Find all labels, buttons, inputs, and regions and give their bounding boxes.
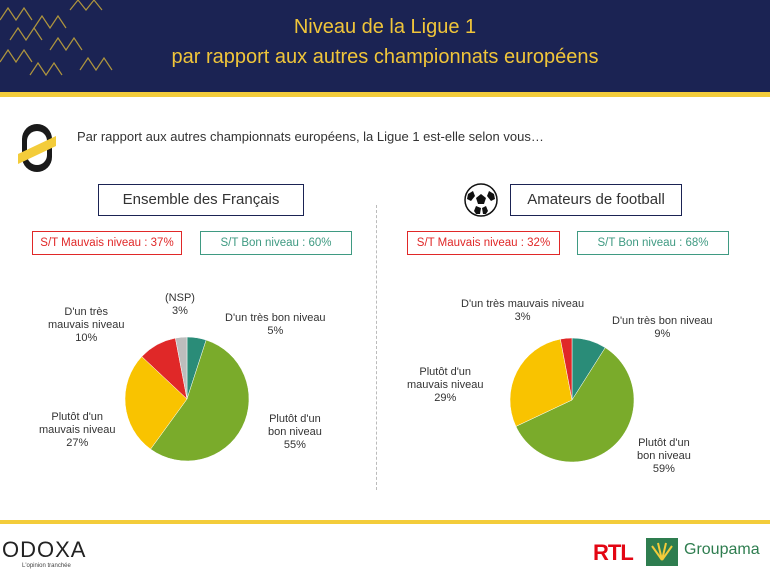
- label-value: 10%: [75, 332, 98, 344]
- label-line: mauvais niveau: [39, 424, 116, 436]
- label-value: 55%: [283, 439, 306, 451]
- panel-divider: [376, 205, 377, 490]
- label-value: 29%: [434, 392, 457, 404]
- right-panel-title: Amateurs de football: [510, 184, 682, 216]
- left-badge-good: S/T Bon niveau : 60%: [200, 231, 352, 255]
- label-line: D'un très: [64, 306, 109, 318]
- right-label-plutot-bon: Plutôt d'un bon niveau 59%: [637, 437, 691, 476]
- right-label-plutot-mauvais: Plutôt d'un mauvais niveau 29%: [407, 366, 483, 405]
- rtl-logo: RTL: [593, 540, 634, 565]
- left-pie-slice-3: [141, 337, 188, 400]
- football-icon: [464, 183, 498, 217]
- left-label-tres-bon: D'un très bon niveau 5%: [225, 312, 326, 338]
- groupama-logo: Groupama: [684, 541, 760, 558]
- survey-question: Par rapport aux autres championnats euro…: [77, 129, 544, 144]
- label-line: D'un très mauvais niveau: [461, 298, 585, 310]
- label-value: 3%: [514, 311, 531, 323]
- left-label-tres-mauvais: D'un très mauvais niveau 10%: [48, 306, 124, 345]
- pie-chart-left: [124, 336, 250, 462]
- label-line: Plutôt d'un: [51, 411, 104, 423]
- right-label-tres-mauvais: D'un très mauvais niveau 3%: [461, 298, 584, 324]
- label-line: Plutôt d'un: [419, 366, 472, 378]
- label-line: D'un très bon niveau: [612, 315, 713, 327]
- label-line: mauvais niveau: [407, 379, 484, 391]
- left-badge-bad: S/T Mauvais niveau : 37%: [32, 231, 182, 255]
- left-pie-slice-4: [175, 336, 188, 400]
- left-pie-slice-1: [150, 339, 250, 462]
- left-pie-slice-0: [186, 336, 207, 400]
- right-pie-slice-1: [515, 347, 635, 463]
- right-pie-slice-0: [571, 337, 606, 401]
- page-subtitle: par rapport aux autres championnats euro…: [171, 46, 599, 68]
- label-line: Plutôt d'un: [638, 437, 690, 449]
- right-pie-slice-3: [560, 337, 573, 401]
- odoxa-question-icon: [18, 124, 56, 172]
- header-accent-band: [0, 92, 770, 97]
- left-label-nsp: (NSP) 3%: [165, 292, 195, 318]
- label-line: Plutôt d'un: [269, 413, 321, 425]
- right-badge-good: S/T Bon niveau : 68%: [577, 231, 729, 255]
- right-badge-bad: S/T Mauvais niveau : 32%: [407, 231, 560, 255]
- header-decoration: [0, 0, 113, 77]
- label-line: bon niveau: [637, 450, 691, 462]
- left-label-plutot-mauvais: Plutôt d'un mauvais niveau 27%: [39, 411, 115, 450]
- page-title: Niveau de la Ligue 1: [293, 16, 477, 38]
- left-panel-title: Ensemble des Français: [98, 184, 304, 216]
- label-value: 27%: [66, 437, 89, 449]
- label-value: 9%: [654, 328, 671, 340]
- left-label-plutot-bon: Plutôt d'un bon niveau 55%: [268, 413, 322, 452]
- label-line: bon niveau: [268, 426, 322, 438]
- label-line: mauvais niveau: [48, 319, 125, 331]
- label-value: 59%: [652, 463, 675, 475]
- header-banner: Niveau de la Ligue 1 par rapport aux aut…: [0, 0, 770, 92]
- left-pie-slice-2: [124, 356, 188, 450]
- label-line: D'un très bon niveau: [225, 312, 326, 324]
- groupama-logo-icon: [646, 538, 678, 566]
- label-line: (NSP): [165, 292, 195, 304]
- label-value: 3%: [172, 305, 188, 317]
- odoxa-logo: ODOXA: [2, 537, 87, 562]
- right-pie-slice-2: [509, 338, 573, 427]
- pie-chart-right: [509, 337, 635, 463]
- right-label-tres-bon: D'un très bon niveau 9%: [612, 315, 713, 341]
- odoxa-tagline: L'opinion tranchée: [22, 563, 71, 569]
- footer-accent-band: [0, 520, 770, 524]
- label-value: 5%: [267, 325, 284, 337]
